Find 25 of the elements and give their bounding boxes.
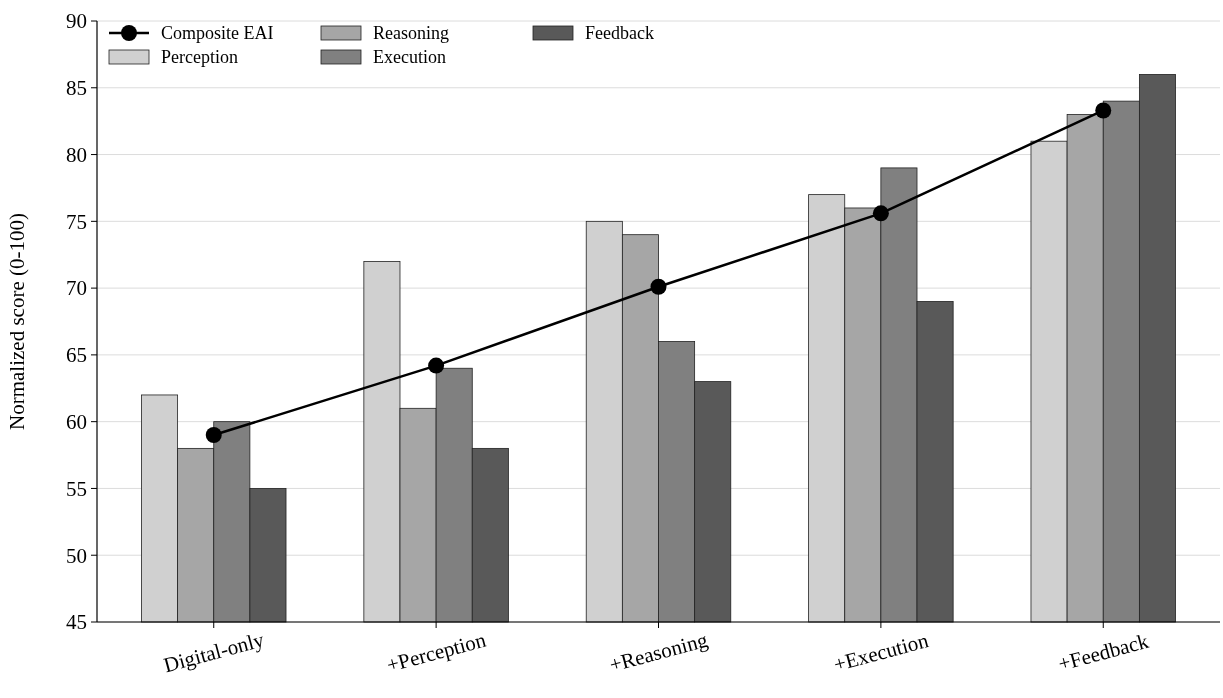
- y-tick-label: 50: [66, 543, 87, 568]
- legend-label: Perception: [161, 47, 238, 68]
- y-tick-label: 90: [66, 9, 87, 34]
- x-tick-label: +Feedback: [1055, 628, 1152, 676]
- x-tick-label: +Execution: [831, 628, 932, 677]
- y-tick-label: 65: [66, 343, 87, 368]
- y-tick-label: 60: [66, 410, 87, 435]
- y-tick-label: 85: [66, 76, 87, 101]
- y-tick-label: 80: [66, 142, 87, 167]
- legend-label: Feedback: [585, 23, 654, 44]
- point: [428, 357, 445, 374]
- legend-label: Execution: [373, 47, 446, 68]
- point: [650, 278, 667, 295]
- y-tick-label: 75: [66, 209, 87, 234]
- legend-label: Reasoning: [373, 23, 449, 44]
- y-tick-label: 70: [66, 276, 87, 301]
- y-axis-title: Normalized score (0-100): [5, 213, 29, 430]
- point: [205, 427, 222, 444]
- y-tick-label: 55: [66, 476, 87, 501]
- point: [872, 205, 889, 222]
- x-tick-label: +Reasoning: [606, 627, 711, 677]
- x-tick-label: +Perception: [384, 627, 489, 678]
- legend-label: Composite EAI: [161, 23, 274, 44]
- point: [1095, 102, 1112, 119]
- y-tick-label: 45: [66, 610, 87, 635]
